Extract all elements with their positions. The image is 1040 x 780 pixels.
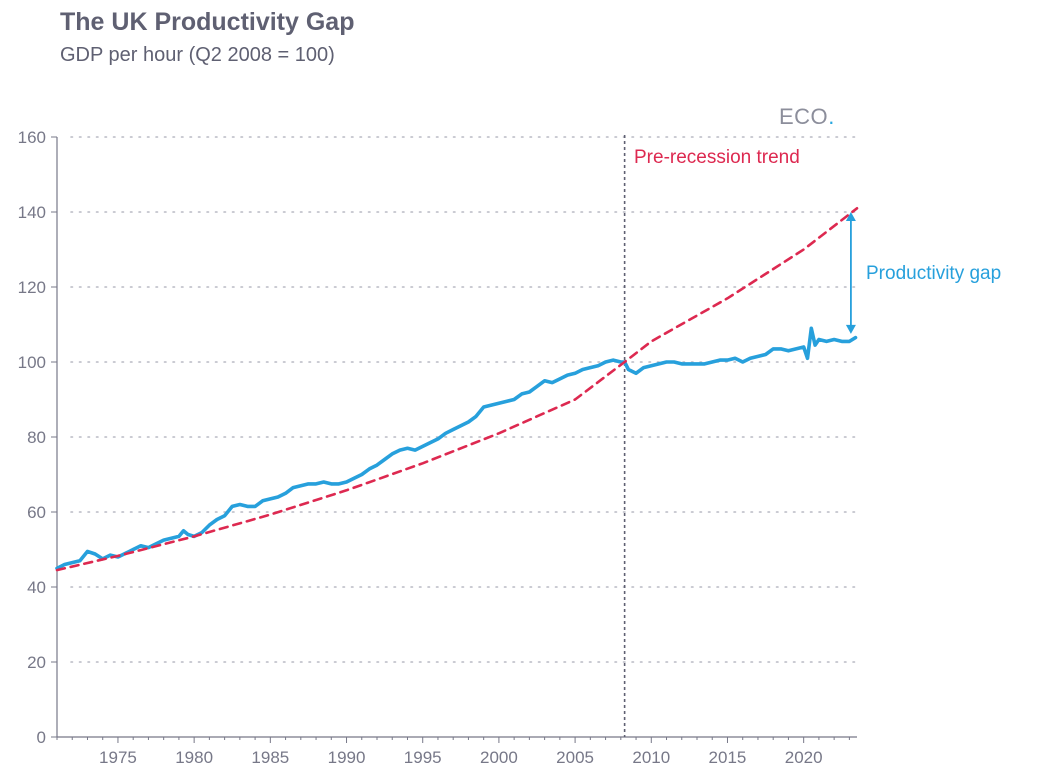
- y-tick-label-120: 120: [18, 278, 46, 297]
- x-tick-label-1990: 1990: [328, 748, 366, 767]
- grid-lines: [70, 136, 858, 663]
- y-tick-label-20: 20: [27, 653, 46, 672]
- x-tick-label-2000: 2000: [480, 748, 518, 767]
- y-tick-label-140: 140: [18, 203, 46, 222]
- x-tick-label-1980: 1980: [175, 748, 213, 767]
- tick-labels: 0 20 40 60 80 100 120 140 160 1975 1980 1985 1990 199…: [18, 128, 823, 767]
- x-tick-label-2005: 2005: [556, 748, 594, 767]
- trend-label: Pre-recession trend: [634, 147, 800, 168]
- trend-series-line: [55, 207, 859, 572]
- x-tick-label-2015: 2015: [709, 748, 747, 767]
- chart-title: The UK Productivity Gap: [60, 8, 355, 36]
- gdp-per-hour-series-line: [55, 326, 858, 571]
- x-tick-label-1995: 1995: [404, 748, 442, 767]
- y-tick-label-0: 0: [37, 728, 46, 747]
- logo-dot: .: [828, 104, 835, 129]
- gap-label: Productivity gap: [866, 263, 1001, 284]
- y-tick-label-40: 40: [27, 578, 46, 597]
- x-tick-label-2020: 2020: [785, 748, 823, 767]
- x-tick-label-1985: 1985: [251, 748, 289, 767]
- annotations: Pre-recession trend Productivity gap: [634, 147, 1001, 284]
- eco-logo: ECO.: [779, 104, 835, 130]
- y-tick-label-60: 60: [27, 503, 46, 522]
- y-tick-label-160: 160: [18, 128, 46, 147]
- y-tick-label-100: 100: [18, 353, 46, 372]
- series: [55, 207, 859, 572]
- axes: [51, 135, 857, 743]
- gap-arrow-head-top: [845, 212, 856, 221]
- y-tick-label-80: 80: [27, 428, 46, 447]
- x-tick-label-2010: 2010: [632, 748, 670, 767]
- gap-arrow-head-bottom: [845, 324, 856, 334]
- chart-subtitle: GDP per hour (Q2 2008 = 100): [60, 44, 335, 66]
- logo-text: ECO: [779, 104, 829, 129]
- x-tick-label-1975: 1975: [99, 748, 137, 767]
